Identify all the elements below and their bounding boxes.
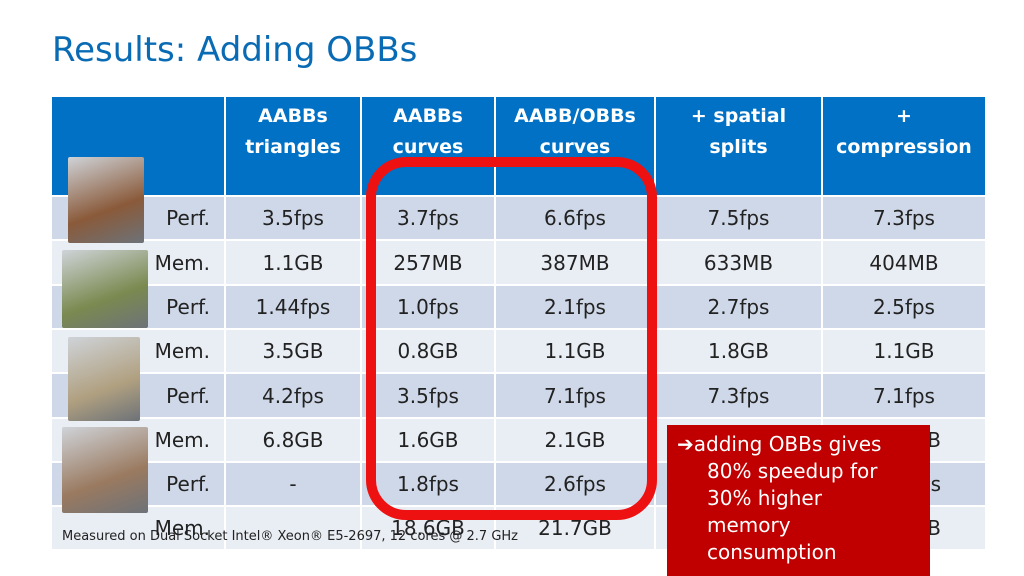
avatar-image (68, 157, 144, 243)
table-cell: 0.8GB (362, 330, 494, 372)
table-cell: - (226, 463, 360, 505)
avatar-image (62, 427, 148, 513)
table-cell: 633MB (656, 241, 821, 284)
callout-box: ➔adding OBBs gives 80% speedup for 30% hig… (667, 425, 930, 576)
table-cell: 7.5fps (656, 197, 821, 239)
table-cell: 4.2fps (226, 374, 360, 417)
table-cell (226, 507, 360, 549)
table-cell: 2.7fps (656, 286, 821, 328)
avatar-image (62, 250, 148, 328)
table-cell: 3.7fps (362, 197, 494, 239)
table-cell: 387MB (496, 241, 654, 284)
table-cell: 3.5fps (362, 374, 494, 417)
avatar-image (68, 337, 140, 421)
callout-line: memory (707, 513, 791, 537)
table-cell: 6.8GB (226, 419, 360, 461)
callout-line: 30% higher (707, 486, 822, 510)
header-cell: + compression (823, 97, 985, 195)
table-cell: 1.1GB (226, 241, 360, 284)
table-cell: 7.1fps (823, 374, 985, 417)
slide-title: Results: Adding OBBs (52, 30, 418, 70)
callout-line: 80% speedup for (707, 459, 878, 483)
highlight-frame (366, 157, 657, 520)
table-cell: 7.1fps (496, 374, 654, 417)
table-cell: 2.5fps (823, 286, 985, 328)
footnote: Measured on Dual Socket Intel® Xeon® E5-… (62, 529, 518, 544)
table-cell: 3.5fps (226, 197, 360, 239)
table-cell: 1.0fps (362, 286, 494, 328)
callout-line: ➔adding OBBs gives (677, 432, 882, 456)
table-cell: 404MB (823, 241, 985, 284)
header-cell: + spatial splits (656, 97, 821, 195)
callout-line: consumption (707, 540, 837, 564)
table-cell: 6.6fps (496, 197, 654, 239)
table-cell: 3.5GB (226, 330, 360, 372)
table-cell: 1.1GB (823, 330, 985, 372)
table-cell: 1.8GB (656, 330, 821, 372)
table-cell: 1.44fps (226, 286, 360, 328)
table-cell: 7.3fps (656, 374, 821, 417)
table-cell: 7.3fps (823, 197, 985, 239)
header-cell: AABBs triangles (226, 97, 360, 195)
table-cell: 2.1fps (496, 286, 654, 328)
table-cell: 1.6GB (362, 419, 494, 461)
table-cell: 2.1GB (496, 419, 654, 461)
row-label: Mem. (52, 507, 224, 549)
table-cell: 1.1GB (496, 330, 654, 372)
table-cell: 257MB (362, 241, 494, 284)
